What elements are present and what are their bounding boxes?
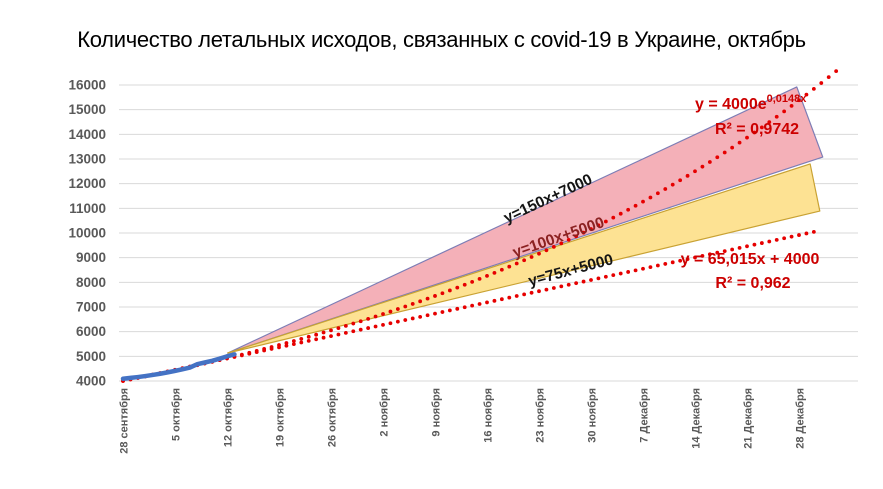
x-axis-label: 21 Декабря [743,388,755,449]
y-axis-label: 9000 [76,250,106,265]
x-axis-label: 5 октября [171,388,183,441]
x-axis-label: 28 сентября [119,388,131,454]
x-axis-label: 23 ноября [535,388,547,443]
area-scenario-150-100 [227,86,824,354]
x-axis-label: 30 ноября [587,388,599,443]
y-axis-label: 4000 [76,374,106,389]
exp-r2: R² = 0,9742 [715,121,799,138]
x-axis-label: 26 октября [327,388,339,447]
y-axis-label: 11000 [69,201,106,216]
y-axis-label: 6000 [76,324,106,339]
y-axis-label: 13000 [68,152,106,167]
linear-equation: y = 65,015x + 4000 [681,251,820,268]
x-axis-label: 7 Декабря [639,388,651,443]
y-axis-label: 12000 [68,176,106,191]
x-axis-label: 12 октября [223,388,235,447]
y-axis-label: 10000 [68,226,106,241]
chart-title: Количество летальных исходов, связанных … [77,27,806,52]
x-axis-label: 2 ноября [379,388,391,437]
y-axis-label: 14000 [68,127,106,142]
actual-series [120,352,237,382]
y-axis-label: 16000 [68,78,106,93]
x-axis-label: 28 Декабря [795,388,807,449]
y-axis-label: 8000 [76,275,106,290]
y-axis-label: 15000 [68,102,106,117]
linear-r2: R² = 0,962 [715,275,790,292]
x-axis-label: 14 Декабря [691,388,703,449]
x-axis-label: 16 ноября [483,388,495,443]
y-axis-label: 5000 [76,349,106,364]
x-axis-label: 19 октября [275,388,287,447]
y-axis-label: 7000 [76,300,106,315]
x-axis-label: 9 ноября [431,388,443,437]
